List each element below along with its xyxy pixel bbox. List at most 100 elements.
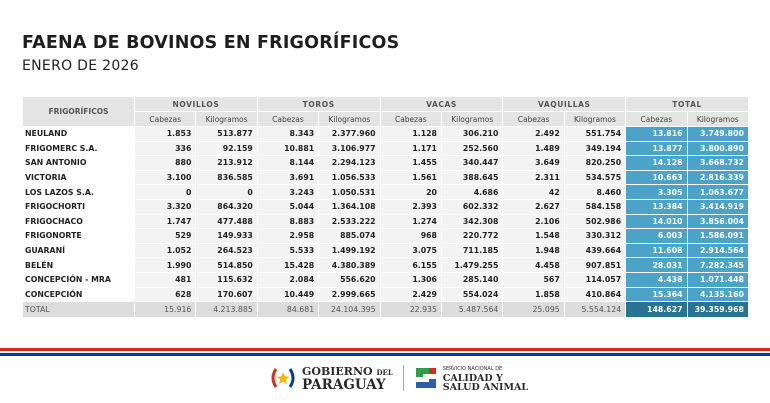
cell-vaquillas-kilogramos: 5.554.124 (563, 301, 627, 319)
cell-vacas-kilogramos: 388.645 (440, 169, 504, 186)
cell-total-cabezas: 13.816 (625, 126, 688, 142)
sub-header-cabezas: Cabezas (256, 111, 320, 127)
frigorifico-name: LOS LAZOS S.A. (22, 184, 135, 200)
cell-vacas-cabezas: 1.306 (379, 271, 442, 288)
table-row: FRIGONORTE 529 149.933 2.958 885.074 968 220.7… (22, 228, 749, 244)
cell-total-cabezas: 6.003 (625, 228, 688, 244)
cell-novillos-kilogramos: 513.877 (195, 126, 258, 142)
cell-vaquillas-kilogramos: 349.194 (563, 140, 627, 157)
frigorifico-name: FRIGOCHACO (22, 213, 135, 230)
cell-novillos-cabezas: 481 (133, 271, 197, 288)
cell-vaquillas-cabezas: 2.106 (502, 213, 565, 230)
cell-novillos-kilogramos: 149.933 (195, 228, 258, 244)
sub-header-kilogramos: Kilogramos (318, 111, 381, 127)
flag-red-stripe (0, 348, 770, 351)
cell-total-cabezas: 14.010 (625, 213, 688, 230)
sub-header-row: Cabezas Kilogramos Cabezas Kilogramos Cabeza… (23, 111, 749, 127)
cell-total-cabezas: 11.608 (625, 242, 688, 259)
table-row: FRIGOCHORTI 3.320 864.320 5.044 1.364.108 2.3… (22, 198, 749, 215)
cell-total-cabezas: 15.364 (625, 286, 688, 303)
cell-toros-cabezas: 3.691 (256, 169, 320, 186)
cell-vacas-kilogramos: 306.210 (440, 126, 504, 142)
cell-vacas-cabezas: 1.128 (379, 126, 442, 142)
footer-logos: GOBIERNO DEL PARAGUAY SERVICIO NACIONAL … (270, 363, 528, 393)
cell-toros-kilogramos: 1.499.192 (318, 242, 381, 259)
cell-total-kilogramos: 2.914.564 (686, 242, 749, 259)
sub-header-cabezas: Cabezas (133, 111, 197, 127)
cell-novillos-kilogramos: 514.850 (195, 257, 258, 273)
cell-toros-kilogramos: 556.620 (318, 271, 381, 288)
cell-toros-kilogramos: 2.533.222 (318, 213, 381, 230)
frigorifico-name: CONCEPCIÓN - MRA (22, 271, 135, 288)
cell-novillos-cabezas: 1.052 (133, 242, 197, 259)
cell-novillos-cabezas: 628 (133, 286, 197, 303)
cell-novillos-cabezas: 1.853 (133, 126, 197, 142)
cell-vaquillas-kilogramos: 114.057 (563, 271, 627, 288)
cell-novillos-cabezas: 1.990 (133, 257, 197, 273)
cell-toros-cabezas: 5.533 (256, 242, 320, 259)
cell-vacas-cabezas: 3.075 (379, 242, 442, 259)
page-title: FAENA DE BOVINOS EN FRIGORÍFICOS (22, 33, 400, 53)
cell-novillos-cabezas: 1.747 (133, 213, 197, 230)
cell-vacas-cabezas: 20 (379, 184, 442, 200)
cell-vacas-cabezas: 1.455 (379, 155, 442, 171)
cell-vacas-kilogramos: 1.479.255 (440, 257, 504, 273)
frigorifico-name: FRIGONORTE (22, 228, 135, 244)
sub-header-cabezas: Cabezas (379, 111, 442, 127)
cell-total-kilogramos: 3.668.732 (686, 155, 749, 171)
cell-vaquillas-cabezas: 1.858 (502, 286, 565, 303)
frigorifico-name: FRIGOCHORTI (22, 198, 135, 215)
cell-toros-cabezas: 10.881 (256, 140, 320, 157)
sub-header-kilogramos: Kilogramos (563, 111, 627, 127)
group-header-total: TOTAL (625, 96, 749, 112)
cell-toros-cabezas: 3.243 (256, 184, 320, 200)
cell-total-kilogramos: 3.856.004 (686, 213, 749, 230)
cell-toros-cabezas: 5.044 (256, 198, 320, 215)
cell-toros-cabezas: 2.958 (256, 228, 320, 244)
cell-total-kilogramos: 3.800.890 (686, 140, 749, 157)
cell-novillos-kilogramos: 92.159 (195, 140, 258, 157)
table-row: CONCEPCIÓN - MRA 481 115.632 2.084 556.620 1.… (22, 271, 749, 288)
paraguay-seal-icon (271, 368, 295, 388)
cell-total-kilogramos: 3.414.919 (686, 198, 749, 215)
frigorifico-name: TOTAL (22, 301, 135, 319)
group-header-vacas: VACAS (379, 96, 504, 112)
cell-vaquillas-cabezas: 2.311 (502, 169, 565, 186)
cell-vacas-cabezas: 1.561 (379, 169, 442, 186)
cell-vaquillas-kilogramos: 439.664 (563, 242, 627, 259)
cell-toros-kilogramos: 2.294.123 (318, 155, 381, 171)
logo-divider (402, 365, 404, 391)
cell-vacas-kilogramos: 285.140 (440, 271, 504, 288)
cell-vacas-kilogramos: 4.686 (440, 184, 504, 200)
cell-vaquillas-cabezas: 42 (502, 184, 565, 200)
cell-vaquillas-cabezas: 2.627 (502, 198, 565, 215)
group-header-toros: TOROS (256, 96, 381, 112)
sub-header-kilogramos: Kilogramos (440, 111, 504, 127)
cell-vaquillas-cabezas: 4.458 (502, 257, 565, 273)
cell-vaquillas-cabezas: 2.492 (502, 126, 565, 142)
cell-total-cabezas: 148.627 (625, 301, 688, 319)
table-row: FRIGOCHACO 1.747 477.488 8.883 2.533.222 1.27… (22, 213, 749, 230)
cell-novillos-kilogramos: 477.488 (195, 213, 258, 230)
cell-total-kilogramos: 1.063.677 (686, 184, 749, 200)
sub-header-cabezas: Cabezas (502, 111, 565, 127)
cell-toros-kilogramos: 24.104.395 (318, 301, 381, 319)
table-row: SAN ANTONIO 880 213.912 8.144 2.294.123 1.455… (22, 155, 749, 171)
cell-toros-kilogramos: 3.106.977 (318, 140, 381, 157)
cell-total-cabezas: 3.305 (625, 184, 688, 200)
cell-vaquillas-kilogramos: 907.851 (563, 257, 627, 273)
cell-toros-kilogramos: 4.380.389 (318, 257, 381, 273)
cell-vacas-kilogramos: 220.772 (440, 228, 504, 244)
cell-vaquillas-cabezas: 567 (502, 271, 565, 288)
cell-vaquillas-cabezas: 25.095 (502, 301, 565, 319)
cell-total-kilogramos: 1.071.448 (686, 271, 749, 288)
gobierno-logo-text: GOBIERNO DEL PARAGUAY (302, 364, 393, 393)
cell-total-cabezas: 28.031 (625, 257, 688, 273)
frigorifico-name: SAN ANTONIO (22, 155, 135, 171)
cell-total-kilogramos: 3.749.800 (686, 126, 749, 142)
cell-toros-cabezas: 8.343 (256, 126, 320, 142)
cell-vaquillas-kilogramos: 330.312 (563, 228, 627, 244)
cell-total-kilogramos: 4.135.160 (686, 286, 749, 303)
cell-toros-kilogramos: 1.050.531 (318, 184, 381, 200)
cell-vacas-cabezas: 1.171 (379, 140, 442, 157)
